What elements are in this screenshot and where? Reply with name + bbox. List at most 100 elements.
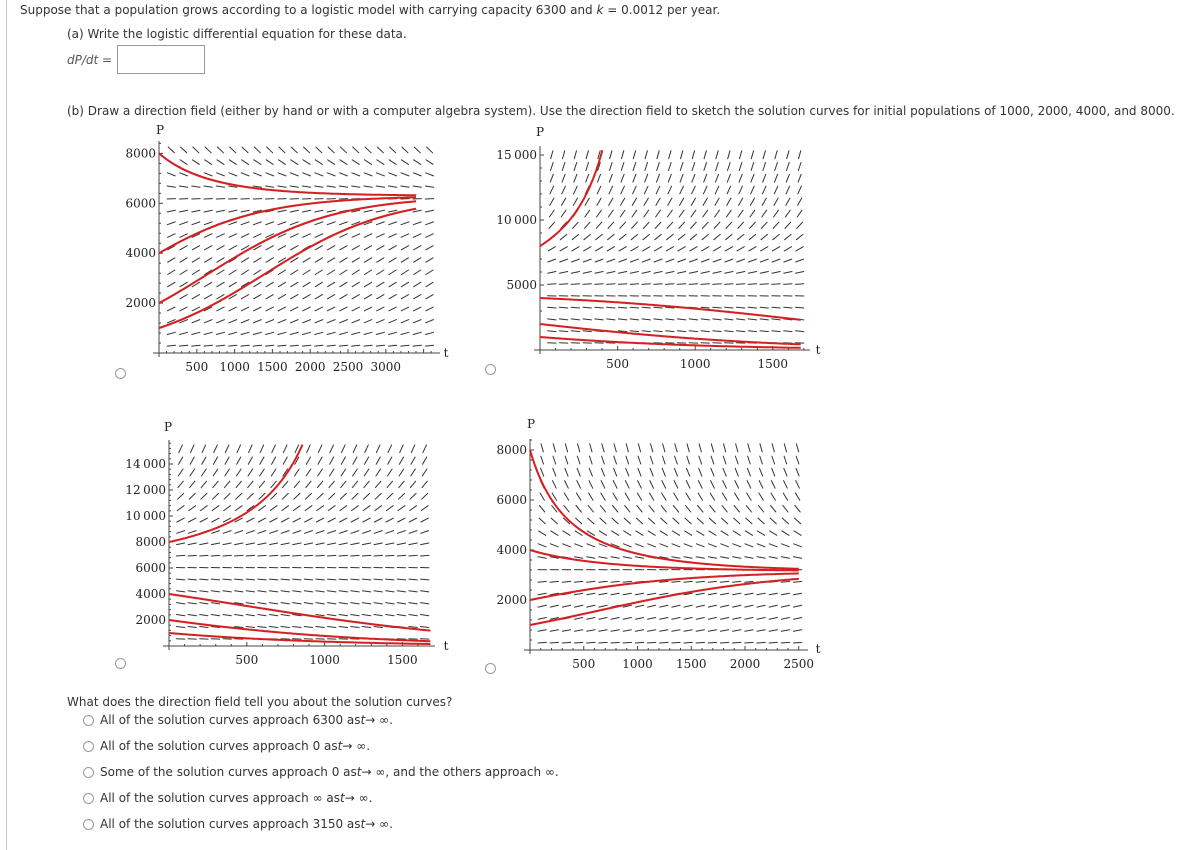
- p-axis-label: P: [156, 123, 164, 137]
- t-axis-label: t: [816, 642, 821, 656]
- y-tick-label: 8000: [496, 443, 527, 457]
- plot-d-radio[interactable]: [485, 663, 496, 674]
- dpdt-answer-input[interactable]: [117, 45, 205, 74]
- option-approach-6300[interactable]: All of the solution curves approach 6300…: [83, 711, 393, 729]
- option-radio[interactable]: [83, 766, 94, 778]
- t-variable: t: [337, 739, 343, 753]
- y-tick-label: 15 000: [496, 148, 537, 162]
- option-text: All of the solution curves approach ∞ as: [100, 791, 340, 805]
- page-left-border: [6, 0, 7, 850]
- option-text-end: → ∞.: [344, 791, 373, 805]
- k-variable: k: [596, 3, 604, 17]
- solution-curve: [168, 444, 304, 543]
- intro-suffix: = 0.0012 per year.: [603, 3, 721, 17]
- option-approach-0[interactable]: All of the solution curves approach 0 as…: [83, 737, 370, 755]
- t-axis-label: t: [444, 639, 449, 653]
- y-tick-label: 10 000: [496, 213, 537, 227]
- y-tick-label: 2000: [135, 613, 166, 627]
- option-text: All of the solution curves approach 6300…: [100, 713, 361, 727]
- dpdt-label: dP/dt =: [67, 53, 113, 67]
- slope-field: [166, 146, 435, 347]
- x-tick-label: 1500: [387, 653, 418, 667]
- x-tick-label: 1000: [680, 357, 711, 371]
- x-tick-label: 1500: [676, 657, 707, 671]
- x-tick-label: 1500: [257, 360, 288, 374]
- plot-b-radio[interactable]: [485, 364, 496, 375]
- solution-curve: [158, 196, 416, 255]
- option-radio[interactable]: [83, 714, 94, 726]
- t-variable: t: [360, 817, 366, 831]
- x-tick-label: 500: [606, 357, 629, 371]
- option-text: Some of the solution curves approach 0 a…: [100, 765, 357, 779]
- x-tick-label: 2000: [295, 360, 326, 374]
- option-approach-infinity[interactable]: All of the solution curves approach ∞ as…: [83, 789, 372, 807]
- solution-curve: [540, 336, 801, 349]
- t-variable: t: [340, 791, 345, 805]
- solution-curve: [168, 619, 431, 643]
- slope-field: [547, 150, 805, 344]
- slope-field: [537, 443, 803, 644]
- x-tick-label: 2500: [333, 360, 364, 374]
- x-tick-label: 1500: [758, 357, 789, 371]
- y-tick-label: 2000: [125, 296, 156, 310]
- y-tick-label: 8000: [125, 146, 156, 160]
- y-tick-label: 4000: [125, 246, 156, 260]
- option-text-end: → ∞, and the others approach ∞.: [361, 765, 559, 779]
- y-tick-label: 4000: [496, 543, 527, 557]
- y-tick-label: 6000: [125, 196, 156, 210]
- t-axis-label: t: [444, 346, 449, 360]
- p-axis-label: P: [527, 417, 535, 431]
- option-approach-3150[interactable]: All of the solution curves approach 3150…: [83, 815, 393, 833]
- option-text-end: → ∞.: [365, 817, 393, 831]
- solution-curve: [168, 593, 431, 632]
- option-radio[interactable]: [83, 818, 94, 830]
- solution-curve: [168, 632, 431, 645]
- option-text-end: → ∞.: [342, 739, 371, 753]
- y-tick-label: 4000: [135, 587, 166, 601]
- solution-curve: [158, 200, 417, 304]
- y-tick-label: 12 000: [125, 483, 166, 497]
- option-radio[interactable]: [83, 740, 94, 752]
- x-tick-label: 500: [185, 360, 208, 374]
- solution-curve: [158, 152, 417, 197]
- plot-c-direction-field: 500 1000 1500 2000 4000 6000 8000 10 000 12 000 1…: [125, 420, 448, 667]
- x-tick-label: 3000: [371, 360, 402, 374]
- x-tick-label: 500: [572, 657, 595, 671]
- question-prompt: What does the direction field tell you a…: [67, 695, 453, 709]
- y-tick-label: 8000: [135, 535, 166, 549]
- x-tick-label: 1000: [219, 360, 250, 374]
- option-some-0-others-infinity[interactable]: Some of the solution curves approach 0 a…: [83, 763, 559, 781]
- slope-field: [175, 444, 430, 640]
- y-tick-label: 5000: [506, 278, 537, 292]
- part-a-prompt: (a) Write the logistic differential equa…: [67, 27, 407, 41]
- option-radio[interactable]: [83, 792, 94, 804]
- problem-statement: Suppose that a population grows accordin…: [20, 3, 720, 17]
- y-tick-label: 10 000: [125, 509, 166, 523]
- solution-curve: [529, 577, 799, 626]
- plot-c-radio[interactable]: [115, 658, 126, 669]
- intro-text: Suppose that a population grows accordin…: [20, 3, 597, 17]
- part-b-prompt: (b) Draw a direction field (either by ha…: [67, 104, 1175, 118]
- plot-d-direction-field: 500 1000 1500 2000 2500 2000 4000 6000 8000 t P: [496, 417, 820, 671]
- option-text-end: → ∞.: [365, 713, 393, 727]
- solution-curve: [539, 323, 801, 346]
- y-tick-label: 2000: [496, 593, 527, 607]
- plot-a-radio[interactable]: [115, 368, 126, 379]
- y-tick-label: 14 000: [125, 457, 166, 471]
- option-text: All of the solution curves approach 0 as: [100, 739, 338, 753]
- t-variable: t: [360, 713, 366, 727]
- t-variable: t: [356, 765, 362, 779]
- x-tick-label: 1000: [622, 657, 653, 671]
- p-axis-label: P: [164, 420, 172, 434]
- x-tick-label: 2500: [783, 657, 814, 671]
- solution-curve: [529, 449, 799, 570]
- plot-a-direction-field: 500 1000 1500 2000 2500 3000 2000 4000 6000 8000 t…: [125, 123, 448, 374]
- solution-curve: [529, 549, 799, 572]
- solution-curve: [540, 297, 801, 321]
- y-tick-label: 6000: [135, 561, 166, 575]
- plot-b-direction-field: 500 1000 1500 5000 10 000 15 000 t P: [496, 125, 820, 371]
- p-axis-label: P: [536, 125, 544, 139]
- t-axis-label: t: [816, 343, 821, 357]
- y-tick-label: 6000: [496, 493, 527, 507]
